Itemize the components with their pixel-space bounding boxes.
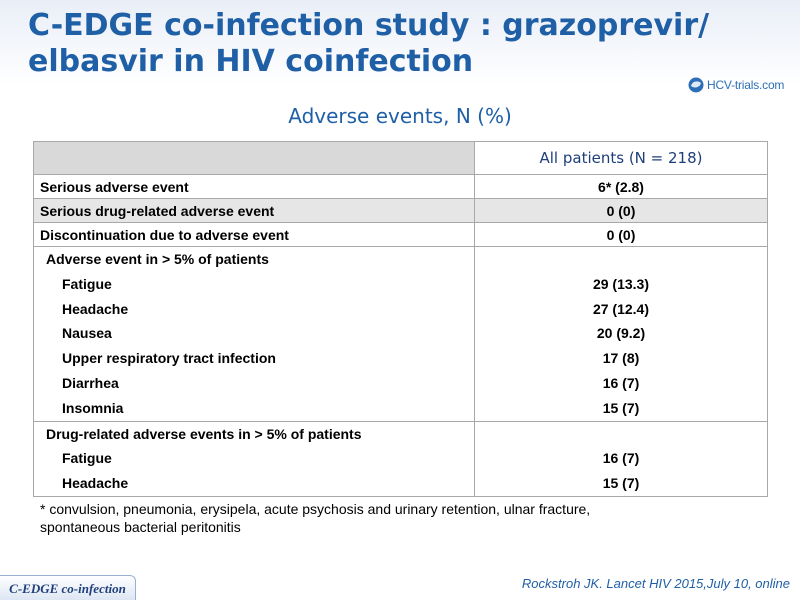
- adverse-events-table: All patients (N = 218) Serious adverse e…: [33, 141, 768, 497]
- group-heading-spacer: [481, 422, 761, 447]
- list-item-label: Insomnia: [62, 399, 124, 416]
- group-labels: Adverse event in > 5% of patients Fatigu…: [33, 246, 475, 422]
- row-value: 0 (0): [474, 222, 768, 247]
- footnote: * convulsion, pneumonia, erysipela, acut…: [40, 500, 740, 536]
- list-item-value: 17 (8): [602, 350, 640, 367]
- group-values: 29 (13.3) 27 (12.4) 20 (9.2) 17 (8) 16 (…: [474, 246, 768, 422]
- list-item-label: Upper respiratory tract infection: [62, 350, 276, 367]
- group-heading-spacer: [481, 247, 761, 272]
- list-item-value: 15 (7): [602, 475, 640, 492]
- list-item-label: Diarrhea: [62, 374, 119, 391]
- group-heading: Drug-related adverse events in > 5% of p…: [46, 425, 362, 442]
- table-row-group-drug-related: Drug-related adverse events in > 5% of p…: [33, 420, 768, 497]
- title-band: [0, 0, 800, 86]
- list-item-label: Headache: [62, 475, 129, 492]
- row-label: Serious adverse event: [33, 174, 475, 199]
- table-row: Discontinuation due to adverse event 0 (…: [33, 222, 768, 247]
- hcv-trials-logo: HCV-trials.com: [688, 76, 784, 94]
- table-header-row: All patients (N = 218): [33, 141, 768, 175]
- list-item-value: 16 (7): [602, 450, 640, 467]
- list-item-label: Nausea: [62, 325, 112, 342]
- row-label: Serious drug-related adverse event: [33, 198, 475, 223]
- table-subtitle: Adverse events, N (%): [288, 104, 512, 128]
- group-labels: Drug-related adverse events in > 5% of p…: [33, 420, 475, 497]
- citation: Rockstroh JK. Lancet HIV 2015,July 10, o…: [521, 576, 790, 591]
- header-cell-all-patients: All patients (N = 218): [474, 141, 768, 175]
- list-item-label: Fatigue: [62, 275, 112, 292]
- header-cell-empty: [33, 141, 475, 175]
- footnote-line-1: * convulsion, pneumonia, erysipela, acut…: [40, 501, 591, 517]
- list-item-value: 15 (7): [602, 399, 640, 416]
- row-label: Discontinuation due to adverse event: [33, 222, 475, 247]
- list-item-value: 29 (13.3): [592, 275, 650, 292]
- slide-title: C-EDGE co-infection study : grazoprevir/…: [28, 8, 768, 80]
- logo-text: HCV-trials.com: [707, 78, 785, 92]
- footnote-line-2: spontaneous bacterial peritonitis: [40, 519, 241, 535]
- table-row: Serious adverse event 6* (2.8): [33, 174, 768, 199]
- table-row: Serious drug-related adverse event 0 (0): [33, 198, 768, 223]
- table-row-group-adverse-events: Adverse event in > 5% of patients Fatigu…: [33, 246, 768, 422]
- list-item-value: 16 (7): [602, 374, 640, 391]
- row-value: 6* (2.8): [474, 174, 768, 199]
- group-heading: Adverse event in > 5% of patients: [46, 251, 269, 267]
- list-item-label: Headache: [62, 300, 129, 317]
- slide-title-line-2: elbasvir in HIV coinfection: [28, 44, 474, 79]
- group-values: 16 (7) 15 (7): [474, 420, 768, 497]
- liver-icon: [688, 77, 704, 93]
- row-value: 0 (0): [474, 198, 768, 223]
- slide-title-line-1: C-EDGE co-infection study : grazoprevir/: [28, 8, 710, 43]
- list-item-value: 27 (12.4): [592, 300, 650, 317]
- list-item-label: Fatigue: [62, 450, 112, 467]
- study-tag: C-EDGE co-infection: [0, 575, 136, 600]
- list-item-value: 20 (9.2): [596, 325, 646, 342]
